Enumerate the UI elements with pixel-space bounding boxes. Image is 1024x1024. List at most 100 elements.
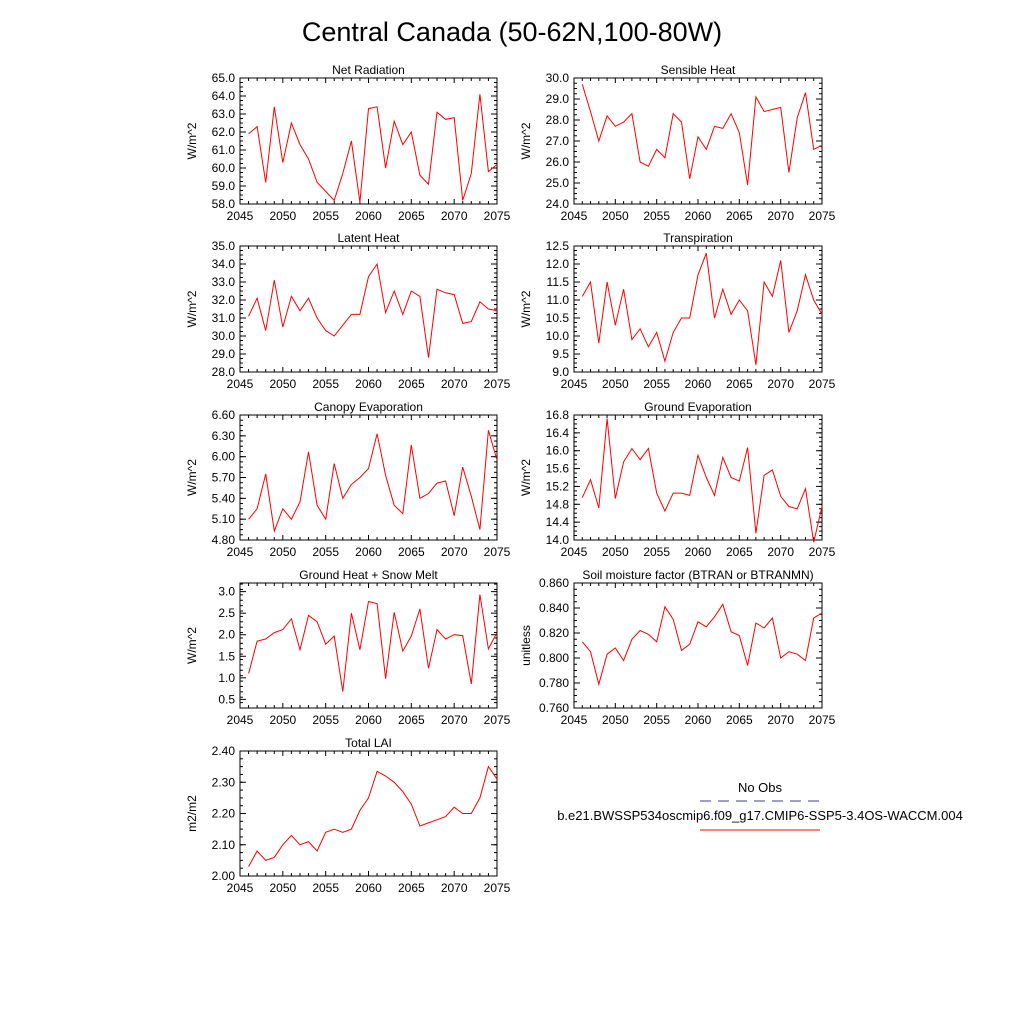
x-tick-label: 2045 xyxy=(227,881,254,895)
x-tick-label: 2050 xyxy=(269,377,296,391)
plot-frame xyxy=(573,245,823,373)
y-tick-label: 0.820 xyxy=(539,626,569,640)
series-line xyxy=(581,418,823,543)
x-tick-label: 2055 xyxy=(643,713,670,727)
y-tick-label: 10.5 xyxy=(546,311,570,325)
y-tick-label: 5.40 xyxy=(212,491,236,505)
legend-obs-label: No Obs xyxy=(738,780,783,795)
y-tick-label: 32.0 xyxy=(212,293,236,307)
x-tick-label: 2070 xyxy=(441,713,468,727)
x-tick-label: 2055 xyxy=(643,545,670,559)
x-tick-label: 2065 xyxy=(398,377,425,391)
y-tick-label: 14.4 xyxy=(546,515,570,529)
y-tick-label: 61.0 xyxy=(212,143,236,157)
y-tick-label: 6.30 xyxy=(212,429,236,443)
y-tick-label: 0.840 xyxy=(539,601,569,615)
x-tick-label: 2075 xyxy=(484,545,511,559)
y-tick-label: 60.0 xyxy=(212,161,236,175)
panel-3: Latent Heat W/m^2 2045 2050 2055 2060 2065 2070… xyxy=(185,231,511,391)
x-tick-label: 2070 xyxy=(441,545,468,559)
legend-model-label: b.e21.BWSSP534oscmip6.f09_g17.CMIP6-SSP5… xyxy=(557,808,963,823)
y-tick-label: 26.0 xyxy=(546,155,570,169)
panel-title: Total LAI xyxy=(345,736,392,750)
x-tick-label: 2045 xyxy=(561,713,588,727)
x-tick-label: 2060 xyxy=(355,209,382,223)
x-tick-label: 2050 xyxy=(602,209,629,223)
x-tick-label: 2045 xyxy=(227,545,254,559)
y-tick-label: 0.760 xyxy=(539,701,569,715)
panel-6: Ground Evaporation W/m^2 2045 2050 2055 2060 2… xyxy=(519,400,836,559)
panel-title: Ground Evaporation xyxy=(644,400,751,414)
y-axis-label: W/m^2 xyxy=(519,290,533,327)
panel-title: Canopy Evaporation xyxy=(314,400,423,414)
y-tick-label: 9.0 xyxy=(552,365,569,379)
y-tick-label: 58.0 xyxy=(212,197,236,211)
x-tick-label: 2070 xyxy=(767,545,794,559)
y-tick-label: 1.5 xyxy=(218,649,235,663)
y-tick-label: 2.10 xyxy=(212,838,236,852)
y-tick-label: 64.0 xyxy=(212,89,236,103)
panel-5: Canopy Evaporation W/m^2 2045 2050 2055 2060 2… xyxy=(185,400,511,559)
x-tick-label: 2065 xyxy=(398,881,425,895)
x-tick-label: 2075 xyxy=(484,881,511,895)
y-tick-label: 4.80 xyxy=(212,533,236,547)
x-tick-label: 2055 xyxy=(643,209,670,223)
x-tick-label: 2050 xyxy=(602,713,629,727)
panels: Net Radiation W/m^2 2045 2050 2055 2060 2065 20… xyxy=(185,63,836,895)
x-tick-label: 2075 xyxy=(484,377,511,391)
x-tick-label: 2070 xyxy=(441,881,468,895)
x-tick-label: 2075 xyxy=(809,377,836,391)
y-tick-label: 35.0 xyxy=(212,239,236,253)
y-tick-label: 3.0 xyxy=(218,585,235,599)
y-tick-label: 14.0 xyxy=(546,533,570,547)
x-tick-label: 2070 xyxy=(441,209,468,223)
x-tick-label: 2050 xyxy=(602,377,629,391)
y-tick-label: 2.0 xyxy=(218,628,235,642)
x-tick-label: 2060 xyxy=(685,713,712,727)
x-tick-label: 2060 xyxy=(355,377,382,391)
y-axis-label: m2/m2 xyxy=(185,795,199,832)
x-tick-label: 2045 xyxy=(561,377,588,391)
x-tick-label: 2055 xyxy=(312,881,339,895)
x-tick-label: 2055 xyxy=(312,377,339,391)
x-tick-label: 2075 xyxy=(484,209,511,223)
plot-frame xyxy=(573,582,823,709)
x-tick-label: 2050 xyxy=(269,209,296,223)
y-tick-label: 12.5 xyxy=(546,239,570,253)
y-tick-label: 6.60 xyxy=(212,408,236,422)
x-tick-label: 2045 xyxy=(561,209,588,223)
y-tick-label: 28.0 xyxy=(546,113,570,127)
y-tick-label: 24.0 xyxy=(546,197,570,211)
x-tick-label: 2050 xyxy=(269,713,296,727)
y-tick-label: 16.4 xyxy=(546,426,570,440)
legend: No Obs b.e21.BWSSP534oscmip6.f09_g17.CMI… xyxy=(557,780,963,831)
x-tick-label: 2070 xyxy=(441,377,468,391)
x-tick-label: 2050 xyxy=(269,881,296,895)
y-tick-label: 10.0 xyxy=(546,329,570,343)
y-tick-label: 59.0 xyxy=(212,179,236,193)
y-tick-label: 5.70 xyxy=(212,471,236,485)
x-tick-label: 2060 xyxy=(685,209,712,223)
x-tick-label: 2065 xyxy=(726,209,753,223)
series-line xyxy=(248,765,498,867)
y-tick-label: 15.2 xyxy=(546,479,570,493)
panel-8: Soil moisture factor (BTRAN or BTRANMN) u… xyxy=(519,568,836,727)
y-tick-label: 2.00 xyxy=(212,869,236,883)
plot-frame xyxy=(573,414,823,541)
y-tick-label: 6.00 xyxy=(212,450,236,464)
y-tick-label: 31.0 xyxy=(212,311,236,325)
panel-title: Soil moisture factor (BTRAN or BTRANMN) xyxy=(582,568,813,582)
y-tick-label: 30.0 xyxy=(212,329,236,343)
y-tick-label: 2.40 xyxy=(212,744,236,758)
panel-title: Net Radiation xyxy=(332,63,405,77)
panel-4: Transpiration W/m^2 2045 2050 2055 2060 2065 20… xyxy=(519,231,836,391)
y-tick-label: 0.780 xyxy=(539,676,569,690)
y-tick-label: 1.0 xyxy=(218,671,235,685)
y-axis-label: W/m^2 xyxy=(185,627,199,664)
y-tick-label: 15.6 xyxy=(546,462,570,476)
y-tick-label: 2.5 xyxy=(218,606,235,620)
y-tick-label: 0.860 xyxy=(539,576,569,590)
panel-title: Latent Heat xyxy=(337,231,400,245)
x-tick-label: 2055 xyxy=(312,545,339,559)
